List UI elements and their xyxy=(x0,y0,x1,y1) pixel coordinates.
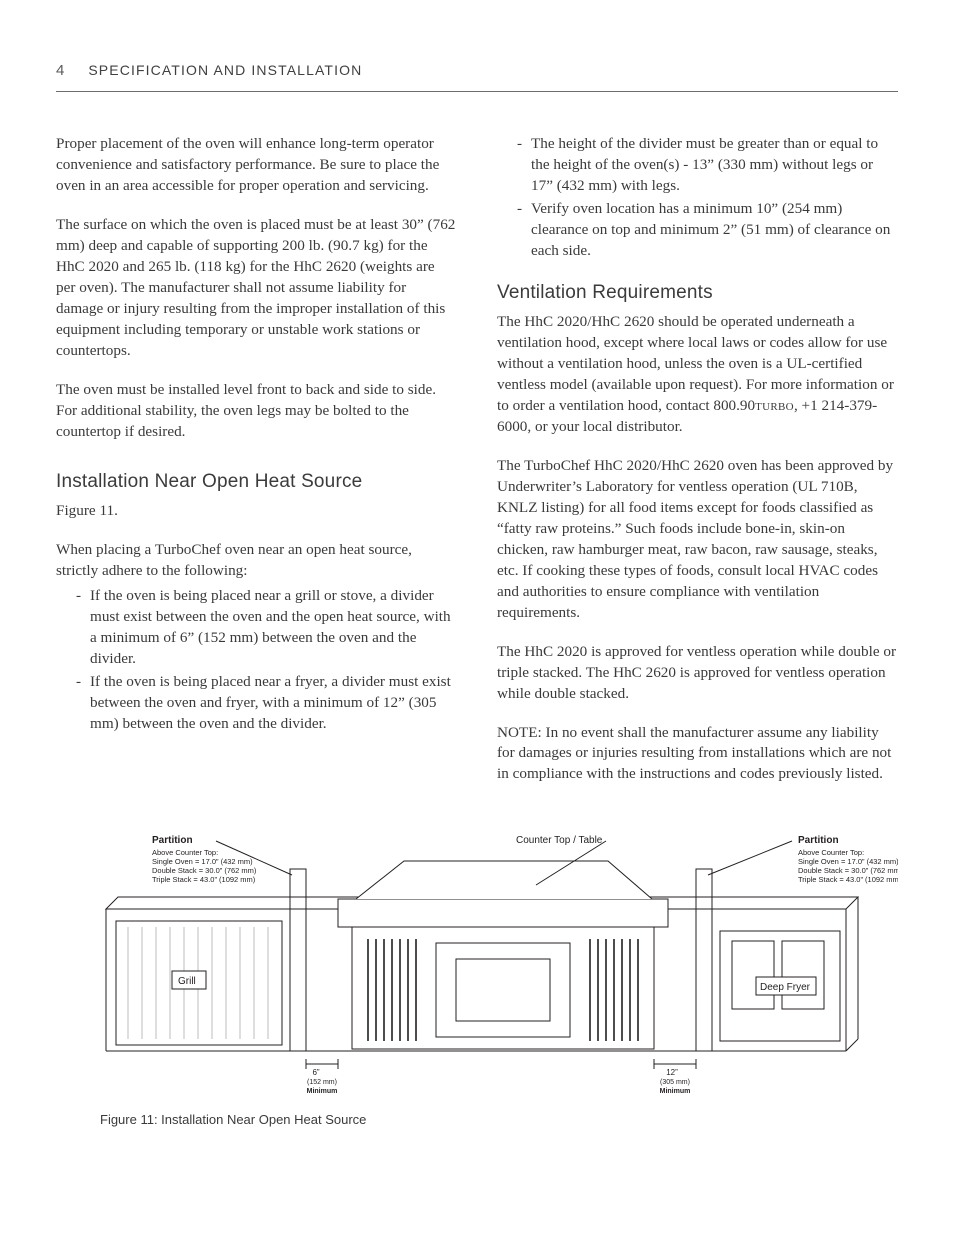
label-deep-fryer: Deep Fryer xyxy=(760,982,811,993)
label-partition-note: Triple Stack = 43.0” (1092 mm) xyxy=(798,875,898,884)
running-head: 4 SPECIFICATION AND INSTALLATION xyxy=(56,62,898,79)
page-number: 4 xyxy=(56,62,64,79)
body-paragraph: The HhC 2020/HhC 2620 should be operated… xyxy=(497,312,898,438)
label-partition-left: Partition xyxy=(152,835,193,846)
body-paragraph: When placing a TurboChef oven near an op… xyxy=(56,540,457,582)
header-rule xyxy=(56,91,898,92)
body-paragraph: The surface on which the oven is placed … xyxy=(56,215,457,362)
label-gap12-mm: (305 mm) xyxy=(660,1079,690,1086)
section-title: SPECIFICATION AND INSTALLATION xyxy=(88,62,362,78)
figure-caption: Figure 11: Installation Near Open Heat S… xyxy=(100,1112,898,1127)
figure-reference: Figure 11. xyxy=(56,501,457,522)
body-paragraph: The oven must be installed level front t… xyxy=(56,380,457,443)
figure-11: Counter Top / Table Partition Above Coun… xyxy=(56,831,898,1127)
label-gap12: 12” xyxy=(666,1068,678,1077)
heading-ventilation: Ventilation Requirements xyxy=(497,280,898,306)
page: 4 SPECIFICATION AND INSTALLATION Proper … xyxy=(0,0,954,1235)
label-partition-note: Above Counter Top: xyxy=(152,848,218,857)
list-item: If the oven is being placed near a fryer… xyxy=(76,672,457,735)
text-smallcaps: turbo xyxy=(755,397,794,414)
label-partition-note: Single Oven = 17.0” (432 mm) xyxy=(152,857,253,866)
label-counter-top: Counter Top / Table xyxy=(516,835,603,846)
figure-svg: Counter Top / Table Partition Above Coun… xyxy=(56,831,898,1101)
bullet-list: The height of the divider must be greate… xyxy=(497,134,898,262)
body-paragraph: NOTE: In no event shall the manufacturer… xyxy=(497,723,898,786)
columns: Proper placement of the oven will enhanc… xyxy=(56,134,898,803)
right-column: The height of the divider must be greate… xyxy=(497,134,898,803)
label-partition-note: Triple Stack = 43.0” (1092 mm) xyxy=(152,875,256,884)
list-item: The height of the divider must be greate… xyxy=(517,134,898,197)
label-partition-note: Above Counter Top: xyxy=(798,848,864,857)
label-partition-note: Single Oven = 17.0” (432 mm) xyxy=(798,857,898,866)
bullet-list: If the oven is being placed near a grill… xyxy=(56,586,457,735)
heading-open-heat: Installation Near Open Heat Source xyxy=(56,469,457,495)
left-column: Proper placement of the oven will enhanc… xyxy=(56,134,457,803)
list-item: If the oven is being placed near a grill… xyxy=(76,586,457,670)
label-gap6: 6” xyxy=(312,1068,319,1077)
label-gap6-mm: (152 mm) xyxy=(307,1079,337,1086)
body-paragraph: The TurboChef HhC 2020/HhC 2620 oven has… xyxy=(497,456,898,624)
list-item: Verify oven location has a minimum 10” (… xyxy=(517,199,898,262)
body-paragraph: The HhC 2020 is approved for ventless op… xyxy=(497,642,898,705)
body-paragraph: Proper placement of the oven will enhanc… xyxy=(56,134,457,197)
label-grill: Grill xyxy=(178,976,196,987)
label-partition-right: Partition xyxy=(798,835,839,846)
label-minimum: Minimum xyxy=(660,1088,691,1095)
label-partition-note: Double Stack = 30.0” (762 mm) xyxy=(152,866,257,875)
label-partition-note: Double Stack = 30.0” (762 mm) xyxy=(798,866,898,875)
label-minimum: Minimum xyxy=(307,1088,338,1095)
